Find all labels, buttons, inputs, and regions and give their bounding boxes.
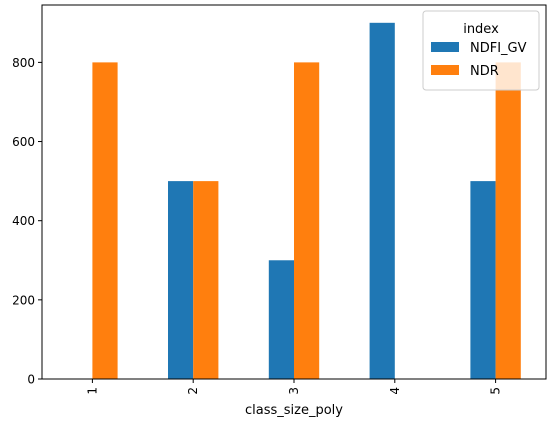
x-tick-label-2: 2 [186,387,200,395]
ticks-layer: 1 2 3 4 5 0 200 400 600 800 [12,56,503,395]
legend-swatch-ndfi-gv [431,42,459,52]
bars-layer [92,22,521,380]
legend-label-ndfi-gv: NDFI_GV [470,41,527,56]
legend: index NDFI_GV NDR [422,10,540,91]
bar-ndfi-gv-3 [268,260,294,379]
bar-ndfi-gv-5 [470,181,496,379]
bar-ndfi-gv-2 [168,181,194,379]
x-axis-label: class_size_poly [245,403,343,418]
y-tick-label-400: 400 [12,214,35,228]
bar-ndr-3 [294,62,320,380]
legend-swatch-ndr [431,65,459,75]
x-tick-label-3: 3 [287,387,301,395]
legend-title: index [463,22,499,37]
y-tick-label-800: 800 [12,56,35,70]
y-tick-label-0: 0 [27,373,35,387]
y-tick-label-600: 600 [12,135,35,149]
x-tick-label-5: 5 [489,387,503,395]
y-tick-label-200: 200 [12,293,35,307]
bar-ndr-5 [495,62,521,380]
bar-ndfi-gv-4 [369,22,395,380]
plot-frame [41,4,547,380]
legend-label-ndr: NDR [470,64,499,79]
x-tick-label-1: 1 [85,387,99,395]
bar-ndr-1 [92,62,118,380]
bar-ndr-2 [193,181,219,379]
x-tick-label-4: 4 [388,387,402,395]
